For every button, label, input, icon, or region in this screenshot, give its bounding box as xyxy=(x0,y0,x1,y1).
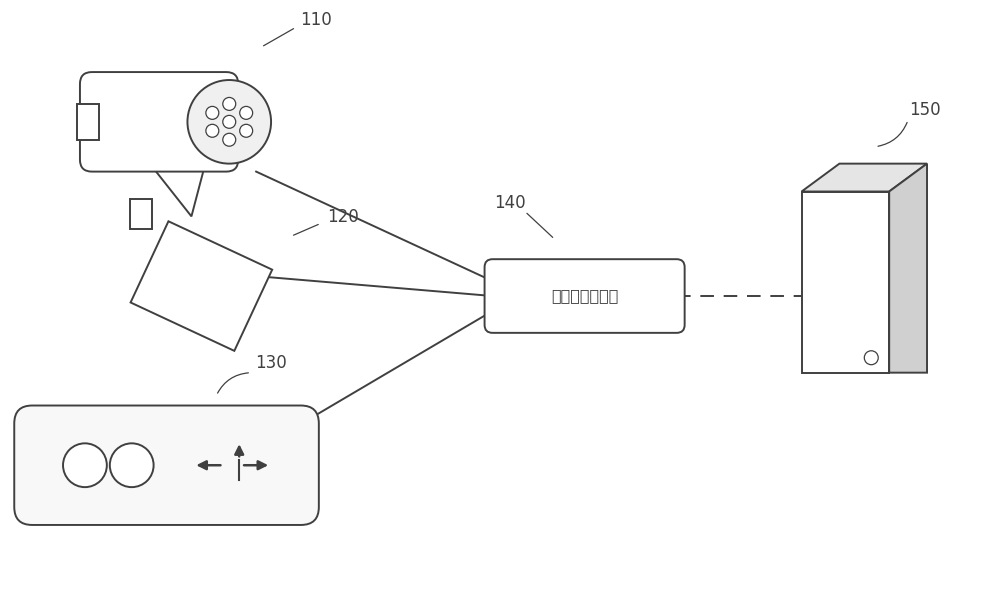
Circle shape xyxy=(223,97,236,111)
Text: 140: 140 xyxy=(494,195,526,212)
Polygon shape xyxy=(889,163,927,373)
Bar xyxy=(77,104,99,140)
Circle shape xyxy=(240,106,253,120)
Polygon shape xyxy=(147,160,206,216)
Circle shape xyxy=(240,124,253,137)
Text: 110: 110 xyxy=(300,11,332,29)
FancyBboxPatch shape xyxy=(14,406,319,525)
Text: 120: 120 xyxy=(327,209,359,227)
FancyBboxPatch shape xyxy=(485,259,685,333)
Circle shape xyxy=(223,133,236,146)
FancyBboxPatch shape xyxy=(80,72,238,172)
Circle shape xyxy=(864,351,878,365)
Circle shape xyxy=(187,80,271,163)
Text: 150: 150 xyxy=(909,101,941,119)
Text: 交通灯控制装置: 交通灯控制装置 xyxy=(551,288,618,304)
Circle shape xyxy=(206,106,219,120)
Text: 130: 130 xyxy=(255,354,287,371)
Circle shape xyxy=(110,444,154,487)
Circle shape xyxy=(63,444,107,487)
Bar xyxy=(130,200,152,230)
Polygon shape xyxy=(131,221,272,351)
Bar xyxy=(802,192,889,373)
Polygon shape xyxy=(802,163,927,192)
Circle shape xyxy=(206,124,219,137)
Circle shape xyxy=(223,115,236,128)
